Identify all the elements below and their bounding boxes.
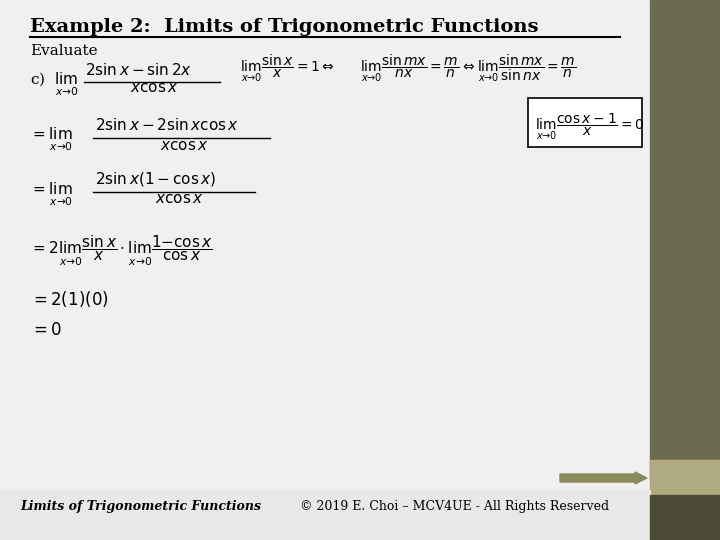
Text: $\lim_{x \to 0}\dfrac{\sin x}{x} = 1 \Leftrightarrow$: $\lim_{x \to 0}\dfrac{\sin x}{x} = 1 \Le… xyxy=(240,52,335,84)
Bar xyxy=(650,495,720,540)
Text: Example 2:  Limits of Trigonometric Functions: Example 2: Limits of Trigonometric Funct… xyxy=(30,18,539,36)
Bar xyxy=(650,0,720,480)
Text: $\lim_{x \to 0}\dfrac{\sin mx}{nx} = \dfrac{m}{n}$: $\lim_{x \to 0}\dfrac{\sin mx}{nx} = \df… xyxy=(360,52,459,84)
Text: $x\cos x$: $x\cos x$ xyxy=(130,81,179,95)
Text: $\lim_{x \to 0}\dfrac{\cos x - 1}{x} = 0$: $\lim_{x \to 0}\dfrac{\cos x - 1}{x} = 0… xyxy=(535,111,644,141)
Text: $2\sin x - \sin 2x$: $2\sin x - \sin 2x$ xyxy=(85,62,192,78)
Text: $x\cos x$: $x\cos x$ xyxy=(155,192,204,206)
Text: $= 2(1)(0)$: $= 2(1)(0)$ xyxy=(30,289,109,309)
Bar xyxy=(0,490,650,540)
Text: c)  $\lim_{x \to 0}$: c) $\lim_{x \to 0}$ xyxy=(30,71,78,98)
Text: $2\sin x - 2\sin x\cos x$: $2\sin x - 2\sin x\cos x$ xyxy=(95,117,239,133)
Text: Limits of Trigonometric Functions: Limits of Trigonometric Functions xyxy=(20,500,261,513)
FancyBboxPatch shape xyxy=(528,98,642,147)
Text: © 2019 E. Choi – MCV4UE - All Rights Reserved: © 2019 E. Choi – MCV4UE - All Rights Res… xyxy=(300,500,609,513)
Text: $2\sin x\left(1 - \cos x\right)$: $2\sin x\left(1 - \cos x\right)$ xyxy=(95,170,216,187)
Text: $x\cos x$: $x\cos x$ xyxy=(160,139,209,153)
Text: $= 0$: $= 0$ xyxy=(30,322,62,339)
Text: Evaluate: Evaluate xyxy=(30,44,98,58)
FancyArrow shape xyxy=(560,472,647,484)
Text: $= \lim_{x \to 0}$: $= \lim_{x \to 0}$ xyxy=(30,126,73,153)
Text: $\Leftrightarrow \lim_{x \to 0}\dfrac{\sin mx}{\sin nx} = \dfrac{m}{n}$: $\Leftrightarrow \lim_{x \to 0}\dfrac{\s… xyxy=(460,52,577,84)
Text: $= 2\lim_{x \to 0}\dfrac{\sin x}{x} \cdot \lim_{x \to 0}\dfrac{1 - \cos x}{\cos : $= 2\lim_{x \to 0}\dfrac{\sin x}{x} \cdo… xyxy=(30,234,213,268)
Text: $= \lim_{x \to 0}$: $= \lim_{x \to 0}$ xyxy=(30,181,73,208)
Bar xyxy=(650,460,720,495)
